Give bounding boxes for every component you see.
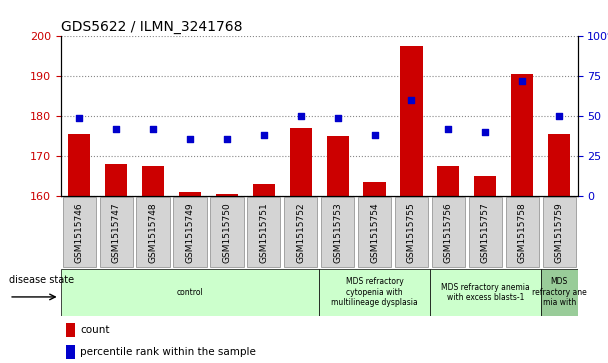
Text: GSM1515759: GSM1515759 [554,202,564,263]
FancyBboxPatch shape [432,197,465,267]
Text: GSM1515754: GSM1515754 [370,202,379,263]
Point [444,126,454,132]
FancyBboxPatch shape [358,197,391,267]
Text: GSM1515756: GSM1515756 [444,202,453,263]
Text: percentile rank within the sample: percentile rank within the sample [80,347,257,357]
Point [554,113,564,119]
Point [370,132,379,138]
Point [222,136,232,142]
FancyBboxPatch shape [395,197,428,267]
FancyBboxPatch shape [542,197,576,267]
FancyBboxPatch shape [319,269,430,316]
Text: MDS
refractory ane
mia with: MDS refractory ane mia with [532,277,587,307]
Text: control: control [177,288,203,297]
FancyBboxPatch shape [100,197,133,267]
FancyBboxPatch shape [321,197,354,267]
Point [296,113,306,119]
Point [111,126,121,132]
Point [480,129,490,135]
Text: disease state: disease state [9,276,74,285]
FancyBboxPatch shape [430,269,541,316]
Point [148,126,158,132]
Bar [66,323,75,337]
Text: GDS5622 / ILMN_3241768: GDS5622 / ILMN_3241768 [61,20,243,34]
FancyBboxPatch shape [247,197,280,267]
Text: GSM1515750: GSM1515750 [223,202,232,263]
Text: MDS refractory anemia
with excess blasts-1: MDS refractory anemia with excess blasts… [441,282,530,302]
Bar [511,74,533,196]
Text: GSM1515757: GSM1515757 [481,202,490,263]
Point [259,132,269,138]
FancyBboxPatch shape [173,197,207,267]
Point [333,115,342,121]
Bar [142,166,164,196]
Bar [401,46,423,196]
Bar [289,128,312,196]
FancyBboxPatch shape [469,197,502,267]
Bar [364,182,385,196]
Text: GSM1515753: GSM1515753 [333,202,342,263]
Bar [326,136,349,196]
FancyBboxPatch shape [61,269,319,316]
Text: GSM1515751: GSM1515751 [260,202,268,263]
Text: GSM1515747: GSM1515747 [112,202,120,263]
Bar [179,192,201,196]
Text: GSM1515755: GSM1515755 [407,202,416,263]
FancyBboxPatch shape [63,197,96,267]
Bar [437,166,460,196]
Point [74,115,84,121]
Text: MDS refractory
cytopenia with
multilineage dysplasia: MDS refractory cytopenia with multilinea… [331,277,418,307]
Bar [105,164,127,196]
FancyBboxPatch shape [210,197,244,267]
Point [517,78,527,84]
Text: count: count [80,325,110,335]
Text: GSM1515752: GSM1515752 [296,202,305,263]
Point [407,97,416,103]
Text: GSM1515749: GSM1515749 [185,202,195,263]
Text: GSM1515748: GSM1515748 [148,202,157,263]
Bar [216,194,238,196]
Bar [68,134,91,196]
Text: GSM1515758: GSM1515758 [518,202,527,263]
Point [185,136,195,142]
FancyBboxPatch shape [136,197,170,267]
FancyBboxPatch shape [284,197,317,267]
Bar [253,184,275,196]
FancyBboxPatch shape [506,197,539,267]
Bar [474,176,496,196]
FancyBboxPatch shape [541,269,578,316]
Text: GSM1515746: GSM1515746 [75,202,84,263]
Bar [66,345,75,359]
Bar [548,134,570,196]
